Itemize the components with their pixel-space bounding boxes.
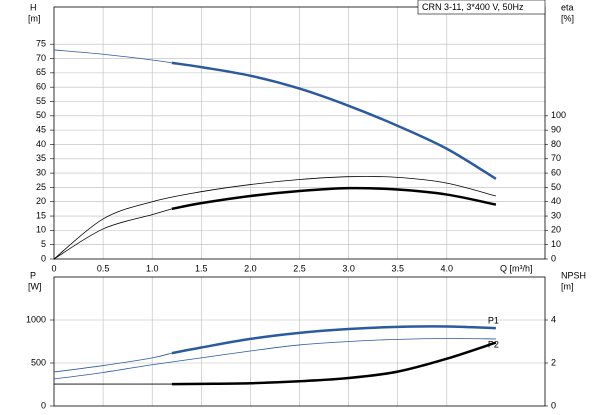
- x-axis-label: Q [m³/h]: [500, 263, 533, 273]
- y-tick-label: 45: [36, 125, 46, 135]
- y-tick-label: 25: [36, 182, 46, 192]
- y2-tick-label: 50: [551, 182, 561, 192]
- y2-axis-label: [%]: [561, 13, 574, 23]
- y2-tick-label: 2: [551, 357, 556, 367]
- y-tick-label: 0: [41, 400, 46, 410]
- y-tick-label: 0: [41, 253, 46, 263]
- curve: [53, 49, 172, 64]
- curve-label: P1: [488, 316, 499, 326]
- y2-tick-label: 40: [551, 196, 561, 206]
- y-tick-label: 10: [36, 225, 46, 235]
- y2-tick-label: 30: [551, 210, 561, 220]
- y-tick-label: 15: [36, 210, 46, 220]
- curve: [171, 325, 496, 355]
- y2-tick-label: 4: [551, 314, 556, 324]
- y-tick-label: 40: [36, 139, 46, 149]
- x-tick-label: 4.0: [441, 263, 454, 273]
- y2-tick-label: 70: [551, 153, 561, 163]
- title-box: [417, 0, 546, 15]
- y-axis-label: [W]: [28, 281, 42, 291]
- y-tick-label: 1000: [26, 314, 46, 324]
- y-axis-label: P: [30, 270, 36, 280]
- x-tick-label: 2.0: [244, 263, 257, 273]
- y-tick-label: 60: [36, 82, 46, 92]
- y2-tick-label: 20: [551, 225, 561, 235]
- y-axis-label: H: [30, 2, 37, 12]
- y2-tick-label: 80: [551, 139, 561, 149]
- y2-axis-label: [m]: [561, 281, 574, 291]
- y-tick-label: 5: [41, 239, 46, 249]
- y-tick-label: 50: [36, 110, 46, 120]
- y2-axis-label: NPSH: [561, 270, 586, 280]
- x-tick-label: 1.0: [146, 263, 159, 273]
- y2-tick-label: 90: [551, 125, 561, 135]
- y2-axis-label: eta: [561, 2, 574, 12]
- curve: [171, 61, 497, 180]
- y2-tick-label: 60: [551, 167, 561, 177]
- y-tick-label: 20: [36, 196, 46, 206]
- y-tick-label: 35: [36, 153, 46, 163]
- chart-title: CRN 3-11, 3*400 V, 50Hz: [422, 2, 524, 12]
- curve: [53, 208, 172, 260]
- curve: [53, 338, 496, 380]
- y-tick-label: 30: [36, 167, 46, 177]
- y2-tick-label: 0: [551, 400, 556, 410]
- x-tick-label: 0: [51, 263, 56, 273]
- x-tick-label: 0.5: [97, 263, 110, 273]
- y-tick-label: 500: [31, 357, 46, 367]
- y-tick-label: 70: [36, 53, 46, 63]
- curve: [171, 341, 497, 386]
- y-tick-label: 75: [36, 39, 46, 49]
- curve: [53, 352, 172, 373]
- y2-tick-label: 0: [551, 253, 556, 263]
- curve: [171, 186, 497, 211]
- y-tick-label: 65: [36, 67, 46, 77]
- x-tick-label: 3.5: [391, 263, 404, 273]
- x-tick-label: 3.0: [342, 263, 355, 273]
- y2-tick-label: 100: [551, 110, 566, 120]
- plot-frame: [53, 276, 546, 407]
- y-tick-label: 55: [36, 96, 46, 106]
- curve: [53, 176, 497, 260]
- plot-frame: [53, 6, 546, 260]
- y-axis-label: [m]: [28, 13, 41, 23]
- x-tick-label: 2.5: [293, 263, 306, 273]
- y2-tick-label: 10: [551, 239, 561, 249]
- x-tick-label: 1.5: [195, 263, 208, 273]
